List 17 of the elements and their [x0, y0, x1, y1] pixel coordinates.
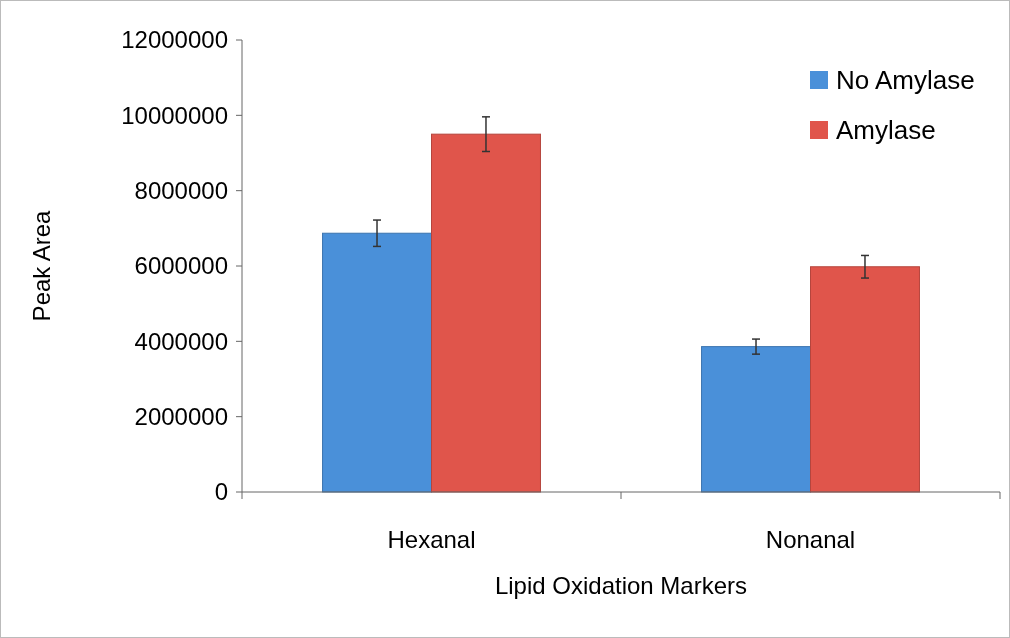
y-tick-label: 6000000 — [134, 252, 228, 280]
x-tick-label: Hexanal — [387, 526, 476, 553]
bar — [322, 232, 432, 493]
legend-label: Amylase — [836, 115, 936, 146]
y-tick-label: 0 — [214, 478, 228, 506]
bar — [701, 346, 811, 493]
bar — [431, 133, 541, 493]
y-tick-label: 10000000 — [121, 101, 228, 129]
y-tick-label: 2000000 — [134, 403, 228, 431]
y-tick-label: 8000000 — [134, 177, 228, 205]
y-tick-label: 12000000 — [121, 26, 228, 54]
y-axis-title: Peak Area — [28, 209, 55, 322]
x-axis-title: Lipid Oxidation Markers — [494, 572, 748, 599]
bar — [810, 266, 920, 493]
x-tick-label: Nonanal — [765, 526, 856, 553]
y-tick-label: 4000000 — [134, 327, 228, 355]
legend-label: No Amylase — [836, 65, 975, 96]
